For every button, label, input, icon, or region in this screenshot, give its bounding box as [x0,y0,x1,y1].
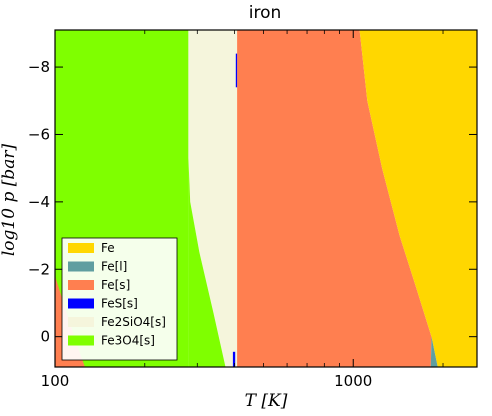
legend-label: Fe [101,241,115,255]
y-tick-label: −8 [28,58,50,76]
region-fes-upper [235,53,238,88]
chart-title: iron [249,3,282,23]
plot-frame [54,29,478,368]
x-tick-label: 100 [41,372,70,390]
legend-label: Fe3O4[s] [101,334,155,348]
legend-swatch [68,243,94,253]
y-tick-label: −2 [28,260,50,278]
legend-swatch [68,298,94,309]
region-fe-solid [237,30,432,367]
region-fe3o4-lower [188,158,226,367]
y-axis-title: log10 p [bar] [0,143,19,256]
region-fe2sio4 [188,30,238,367]
legend-swatch [68,261,94,272]
region-fe-liquid [430,336,438,367]
x-tick-label: 1000 [334,372,372,390]
legend-label: Fe[s] [101,278,130,292]
legend-swatch [68,335,94,346]
y-tick-label: 0 [40,328,50,346]
legend-label: Fe2SiO4[s] [101,315,166,329]
x-axis-title: T [K] [245,391,288,411]
y-tick-label: −4 [28,193,50,211]
y-axis-ticks: −8 −6 −4 −2 0 [28,58,477,346]
legend-label: Fe[l] [101,260,127,274]
legend-swatch [68,280,94,290]
region-fe-gas [359,30,477,367]
legend-swatch [68,317,94,327]
legend: Fe Fe[l] Fe[s] FeS[s] Fe2SiO4[s] Fe3O4[s] [61,237,178,361]
y-tick-label: −6 [28,125,50,143]
legend-label: FeS[s] [101,297,138,311]
